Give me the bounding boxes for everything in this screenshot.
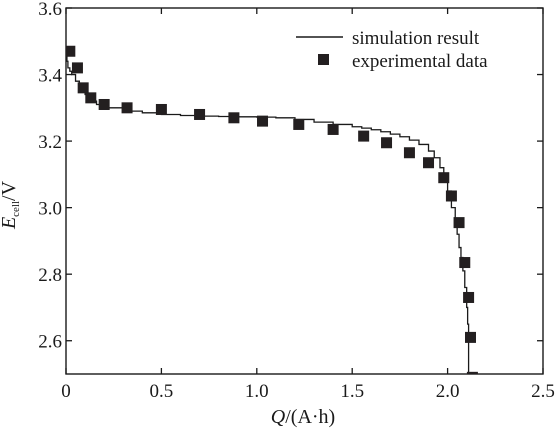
data-point-experimental xyxy=(463,291,475,303)
y-axis-unit: /V xyxy=(0,180,20,201)
data-point-experimental xyxy=(453,217,465,229)
data-point-experimental xyxy=(228,112,240,124)
data-point-experimental xyxy=(403,147,415,159)
y-tick-label: 3.4 xyxy=(38,66,62,87)
data-point-experimental xyxy=(465,331,476,343)
x-axis-variable: Q xyxy=(271,406,286,428)
data-point-experimental xyxy=(77,82,89,94)
legend-marker-swatch xyxy=(318,54,329,65)
y-axis-variable: E xyxy=(0,217,20,230)
data-point-experimental xyxy=(459,257,471,269)
data-point-experimental xyxy=(327,123,339,135)
data-point-experimental xyxy=(445,190,457,202)
y-tick-label: 2.6 xyxy=(38,332,62,353)
data-point-experimental xyxy=(358,130,370,142)
data-point-experimental xyxy=(381,137,393,149)
data-point-experimental xyxy=(71,62,83,74)
x-tick-label: 2.5 xyxy=(531,381,555,402)
data-point-experimental xyxy=(257,115,269,127)
data-point-experimental xyxy=(423,157,435,169)
data-point-experimental xyxy=(194,108,206,120)
x-axis-title: Q/(A·h) xyxy=(271,406,335,428)
data-point-experimental xyxy=(121,102,133,114)
x-tick-label: 0.5 xyxy=(150,381,174,402)
data-point-experimental xyxy=(293,118,305,130)
y-axis-title: Ecell/V xyxy=(0,180,22,230)
data-point-experimental xyxy=(66,45,76,57)
data-point-experimental xyxy=(155,103,167,115)
y-axis-subscript: cell xyxy=(10,201,22,217)
legend: simulation result experimental data xyxy=(296,28,488,72)
y-tick-label: 3.0 xyxy=(38,199,62,220)
data-point-experimental xyxy=(85,92,97,104)
x-tick-label: 1.5 xyxy=(340,381,364,402)
y-tick-label: 3.6 xyxy=(38,0,62,20)
y-tick-label: 3.2 xyxy=(38,132,62,153)
x-tick-label: 0 xyxy=(61,381,71,402)
legend-label-simulation: simulation result xyxy=(352,28,480,49)
x-axis-unit: /(A·h) xyxy=(285,406,335,428)
x-tick-label: 1.0 xyxy=(245,381,269,402)
y-tick-label: 2.8 xyxy=(38,265,62,286)
x-tick-label: 2.0 xyxy=(436,381,460,402)
series-line-simulation xyxy=(66,47,470,374)
plot-frame xyxy=(65,7,544,375)
data-point-experimental xyxy=(98,98,110,110)
data-point-experimental xyxy=(466,371,478,374)
legend-label-experimental: experimental data xyxy=(352,51,488,72)
data-point-experimental xyxy=(438,172,450,184)
